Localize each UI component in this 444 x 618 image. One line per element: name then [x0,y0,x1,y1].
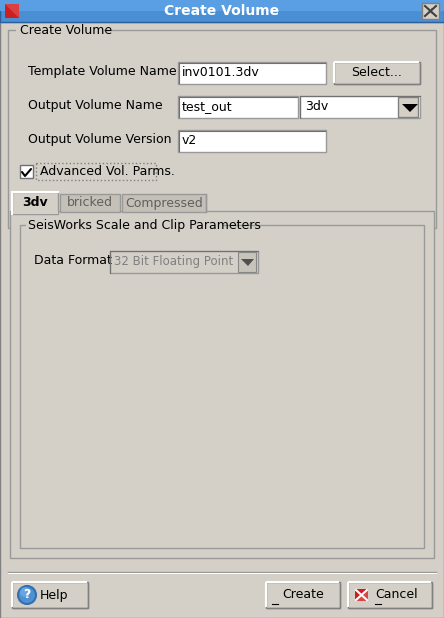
Bar [26,224,222,234]
Text: Create: Create [282,588,324,601]
Text: Help: Help [40,588,68,601]
Bar [178,130,326,152]
Polygon shape [5,4,19,18]
Bar [348,582,432,608]
Bar [334,62,420,84]
Bar [10,211,434,558]
Bar [60,194,120,212]
Polygon shape [5,4,19,18]
Bar [122,194,206,212]
Text: Output Volume Version: Output Volume Version [28,132,171,145]
Polygon shape [355,589,368,601]
Bar [12,582,88,608]
Text: 3dv: 3dv [305,101,328,114]
Bar [178,62,326,84]
Bar [5,4,19,18]
Bar [398,97,418,117]
Text: bricked: bricked [67,197,113,210]
Text: SeisWorks Scale and Clip Parameters: SeisWorks Scale and Clip Parameters [28,219,261,232]
Polygon shape [355,589,368,601]
Bar [12,192,58,214]
Text: Create Volume: Create Volume [164,4,280,18]
Circle shape [18,586,36,604]
Text: Output Volume Name: Output Volume Name [28,98,163,111]
Bar [110,251,258,273]
Bar [422,3,439,19]
Bar [13,211,58,214]
Text: Cancel: Cancel [375,588,418,601]
Bar [20,165,33,178]
Bar [16,29,104,39]
Text: Compressed: Compressed [125,197,203,210]
Text: inv0101.3dv: inv0101.3dv [182,67,260,80]
Bar [300,96,420,118]
Bar [8,30,436,228]
Bar [178,96,298,118]
Text: Data Format: Data Format [34,253,112,266]
Text: v2: v2 [182,135,197,148]
Text: Create Volume: Create Volume [20,23,112,36]
Bar [238,252,256,272]
Bar [20,225,424,548]
Polygon shape [241,259,254,266]
Text: 32 Bit Floating Point: 32 Bit Floating Point [114,255,233,268]
Text: 3dv: 3dv [22,197,48,210]
Text: Select...: Select... [352,67,402,80]
Circle shape [20,587,30,597]
Bar [0,0,444,11]
Text: ?: ? [24,588,31,601]
Text: Template Volume Name: Template Volume Name [28,64,177,77]
Text: x: x [427,6,433,16]
Bar [0,0,444,22]
Polygon shape [402,104,418,112]
Text: Advanced Vol. Parms.: Advanced Vol. Parms. [40,165,175,178]
Text: test_out: test_out [182,101,233,114]
Bar [36,163,156,180]
Bar [355,589,368,601]
Bar [266,582,340,608]
